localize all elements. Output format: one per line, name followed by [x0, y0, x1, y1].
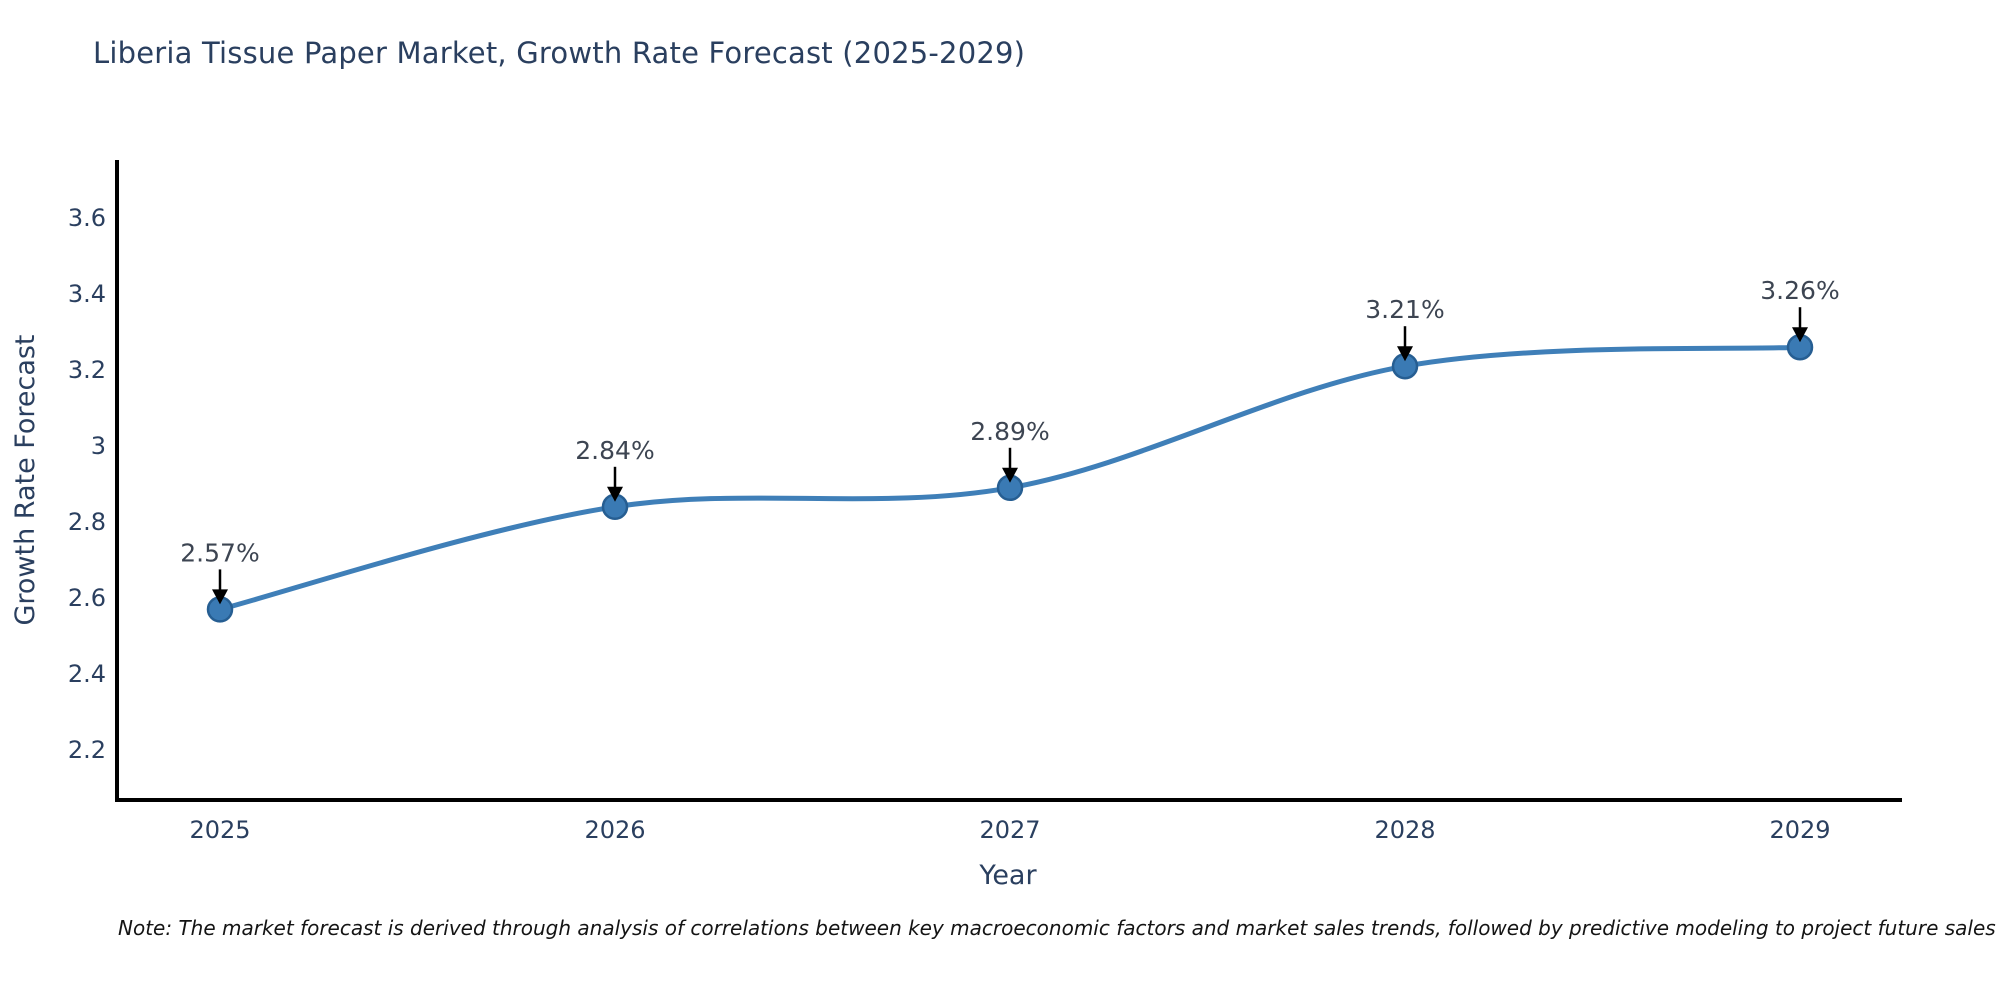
y-tick-label: 2.6: [68, 584, 106, 612]
annotation-arrowhead: [607, 486, 623, 502]
x-tick-label: 2025: [189, 816, 250, 844]
point-label: 2.84%: [575, 436, 654, 465]
chart-title: Liberia Tissue Paper Market, Growth Rate…: [93, 36, 1026, 70]
x-tick-label: 2029: [1769, 816, 1830, 844]
y-tick-label: 3: [91, 432, 106, 460]
point-label: 3.21%: [1365, 295, 1444, 324]
annotation-arrowhead: [1002, 467, 1018, 483]
x-axis-title: Year: [979, 860, 1037, 891]
y-tick-label: 3.4: [68, 280, 106, 308]
y-tick-label: 2.4: [68, 660, 106, 688]
x-tick-label: 2028: [1374, 816, 1435, 844]
footnote: Note: The market forecast is derived thr…: [118, 916, 1996, 940]
y-tick-label: 3.2: [68, 356, 106, 384]
annotation-arrowhead: [212, 589, 228, 605]
x-tick-label: 2027: [979, 816, 1040, 844]
x-tick-label: 2026: [584, 816, 645, 844]
point-label: 2.89%: [970, 417, 1049, 446]
point-label: 3.26%: [1760, 276, 1839, 305]
annotation-arrowhead: [1397, 346, 1413, 362]
annotation-arrowhead: [1792, 327, 1808, 343]
point-label: 2.57%: [180, 538, 259, 567]
y-tick-label: 3.6: [68, 204, 106, 232]
y-tick-label: 2.2: [68, 736, 106, 764]
y-tick-label: 2.8: [68, 508, 106, 536]
